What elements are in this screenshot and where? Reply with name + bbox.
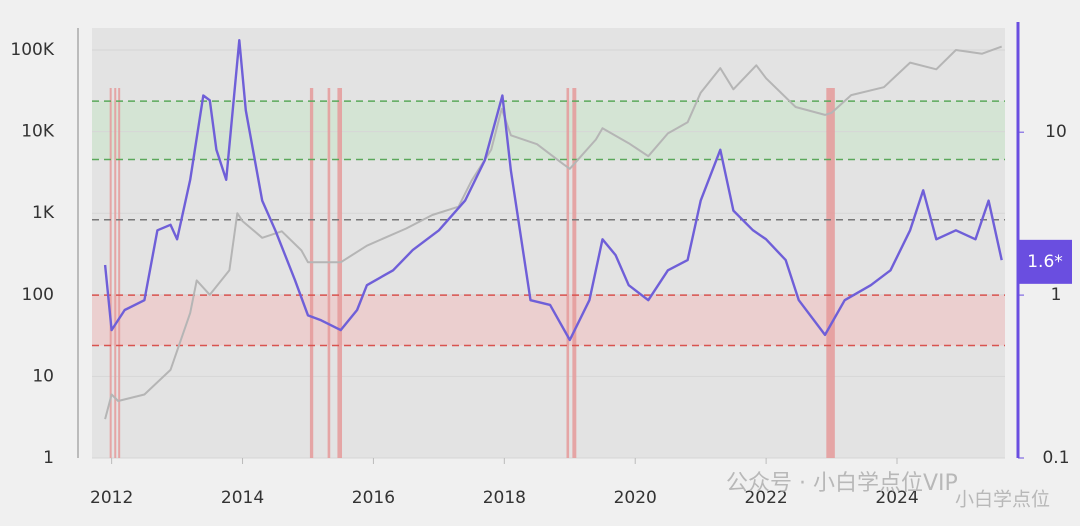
watermark: 小白学点位 (955, 489, 1050, 511)
highlight (109, 88, 112, 458)
x-tick-label: 2012 (90, 488, 133, 508)
band (92, 295, 1005, 346)
y-tick-label: 100 (22, 285, 54, 305)
series-line (103, 39, 1003, 342)
x-tick-label: 2024 (875, 488, 918, 508)
y-tick-label: 1 (43, 448, 54, 468)
highlight (337, 88, 343, 458)
plot-area (92, 28, 1005, 458)
highlight (826, 88, 835, 458)
y-tick-label: 10 (32, 366, 54, 386)
y-tick-label: 100K (10, 40, 54, 60)
watermark: 公众号 · 小白学点位VIP (726, 471, 958, 496)
badge-label: 1.6* (1027, 252, 1063, 272)
x-tick-label: 2022 (744, 488, 787, 508)
highlight (118, 88, 121, 458)
series-line (104, 45, 1003, 420)
highlight (327, 88, 331, 458)
highlight (572, 88, 577, 458)
x-tick-label: 2016 (352, 488, 395, 508)
y2-tick-label: 1 (1051, 285, 1062, 305)
badge (1018, 239, 1072, 284)
y-tick-label: 10K (21, 122, 55, 142)
y2-tick-label: 0.1 (1042, 448, 1069, 468)
y-tick-label: 1K (32, 203, 55, 223)
y2-tick-label: 10 (1045, 122, 1067, 142)
x-tick-label: 2020 (614, 488, 657, 508)
highlight (114, 88, 117, 458)
x-tick-label: 2018 (483, 488, 526, 508)
highlight (566, 88, 570, 458)
highlight (309, 88, 314, 458)
x-tick-label: 2014 (221, 488, 264, 508)
band (92, 101, 1005, 160)
